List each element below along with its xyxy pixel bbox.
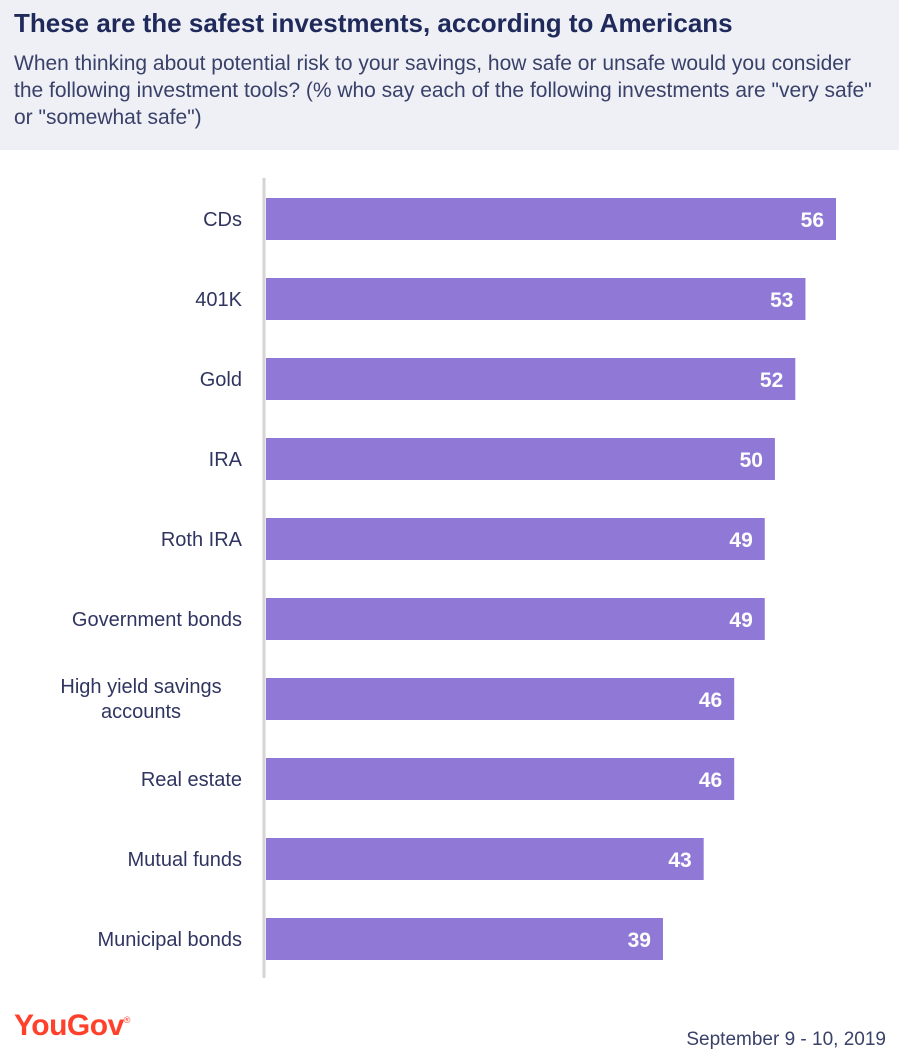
bar (266, 198, 836, 240)
survey-date: September 9 - 10, 2019 (686, 1029, 886, 1050)
category-label-line: accounts (101, 701, 181, 723)
bar-chart: 56 CDs 53 401K 52 Gold 50 IRA 49 Roth IRA 49 Govern… (60, 178, 836, 978)
bar-value-label: 50 (740, 449, 763, 472)
category-label: Mutual funds (127, 849, 242, 871)
category-label: Real estate (141, 769, 242, 791)
category-label: IRA (209, 449, 243, 471)
bar (266, 838, 704, 880)
yougov-logo: YouGov® (14, 1009, 130, 1042)
chart-header: These are the safest investments, accord… (0, 0, 899, 150)
category-label: Municipal bonds (97, 929, 242, 951)
bar (266, 278, 806, 320)
bar (266, 758, 735, 800)
chart-title: These are the safest investments, accord… (14, 8, 733, 38)
bar-value-label: 49 (729, 609, 752, 632)
bar-value-label: 56 (801, 209, 824, 232)
category-label: Gold (200, 369, 242, 391)
category-label-line: High yield savings (60, 676, 221, 698)
chart-subtitle: When thinking about potential risk to yo… (14, 52, 872, 129)
bar-value-label: 39 (628, 929, 651, 952)
bar (266, 918, 663, 960)
bar (266, 358, 796, 400)
category-label: 401K (195, 289, 242, 311)
bar-value-label: 52 (760, 369, 783, 392)
category-label: Government bonds (72, 609, 242, 631)
category-label: CDs (203, 209, 242, 231)
bar-value-label: 46 (699, 689, 722, 712)
category-label: High yield savings accounts (60, 676, 221, 723)
category-label: Roth IRA (161, 529, 243, 551)
bar (266, 678, 735, 720)
bar-value-label: 46 (699, 769, 722, 792)
bar (266, 438, 775, 480)
bar (266, 518, 765, 560)
bar-value-label: 43 (668, 849, 691, 872)
bar-value-label: 53 (770, 289, 793, 312)
bar-value-label: 49 (729, 529, 752, 552)
bar (266, 598, 765, 640)
